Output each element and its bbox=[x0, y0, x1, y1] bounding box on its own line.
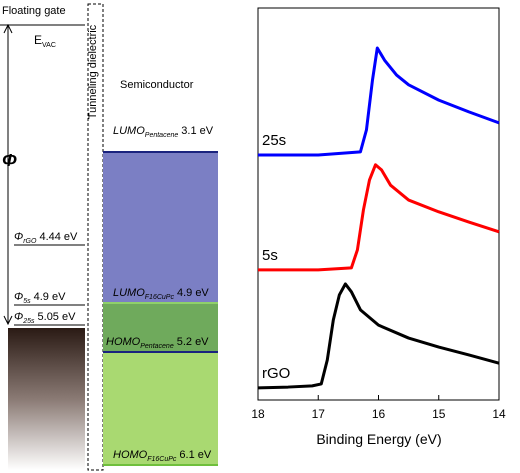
series-label: rGO bbox=[262, 365, 290, 382]
phi-label: Φ bbox=[2, 150, 17, 170]
floating-gate-label: Floating gate bbox=[2, 5, 66, 17]
level-label: Φ25s 5.05 eV bbox=[14, 311, 76, 325]
plot-frame bbox=[257, 7, 500, 401]
label-value: 4.9 eV bbox=[34, 291, 66, 303]
label-subscript: rGO bbox=[23, 238, 37, 245]
label-main: Φ bbox=[14, 231, 23, 243]
label-subscript: 25s bbox=[22, 318, 35, 325]
semiconductor-label: Semiconductor bbox=[120, 79, 194, 91]
label-value: 3.1 eV bbox=[181, 125, 213, 137]
pentacene-gap bbox=[103, 152, 218, 303]
level-label: Φ5s 4.9 eV bbox=[14, 291, 66, 305]
label-main: LUMO bbox=[113, 125, 145, 137]
series-label: 5s bbox=[262, 247, 278, 264]
x-tick-label: 14 bbox=[492, 407, 506, 421]
floating-gate-block bbox=[8, 328, 85, 470]
overlap-gap bbox=[103, 303, 218, 352]
label-main: Φ bbox=[14, 311, 23, 323]
label-subscript: 5s bbox=[23, 298, 31, 305]
x-tick-label: 18 bbox=[251, 407, 265, 421]
level-label: HOMOPentacene 5.2 eV bbox=[106, 336, 209, 350]
x-tick-label: 17 bbox=[312, 407, 326, 421]
dielectric-label: Tunneling dielectric bbox=[87, 24, 99, 119]
f16cupc-gap bbox=[103, 352, 218, 465]
level-label: HOMOF16CuPc 6.1 eV bbox=[113, 449, 212, 463]
label-subscript: VAC bbox=[42, 42, 56, 49]
level-label: LUMOF16CuPc 4.9 eV bbox=[113, 287, 209, 301]
label-main: Φ bbox=[14, 291, 23, 303]
label-main: E bbox=[34, 33, 42, 47]
series-label: 25s bbox=[262, 132, 286, 149]
label-main: LUMO bbox=[113, 287, 145, 299]
label-value: 4.44 eV bbox=[39, 231, 78, 243]
label-subscript: F16CuPc bbox=[145, 294, 175, 301]
arrow-heads bbox=[3, 23, 13, 326]
label-subscript: F16CuPc bbox=[147, 456, 177, 463]
label-subscript: Pentacene bbox=[140, 343, 174, 350]
x-axis-label: Binding Energy (eV) bbox=[316, 431, 441, 447]
x-tick-label: 16 bbox=[372, 407, 386, 421]
series-line bbox=[258, 46, 500, 157]
x-tick-label: 15 bbox=[432, 407, 446, 421]
label-main: HOMO bbox=[113, 449, 148, 461]
label-value: 5.2 eV bbox=[177, 336, 209, 348]
label-main: HOMO bbox=[106, 336, 141, 348]
label-value: 5.05 eV bbox=[38, 311, 77, 323]
label-subscript: Pentacene bbox=[145, 132, 179, 139]
level-label: EVAC bbox=[34, 33, 56, 49]
level-label: LUMOPentacene 3.1 eV bbox=[113, 125, 214, 139]
series-line bbox=[257, 282, 500, 390]
series-line bbox=[258, 163, 500, 272]
level-label: ΦrGO 4.44 eV bbox=[14, 231, 78, 245]
label-value: 6.1 eV bbox=[179, 449, 211, 461]
label-value: 4.9 eV bbox=[177, 287, 209, 299]
